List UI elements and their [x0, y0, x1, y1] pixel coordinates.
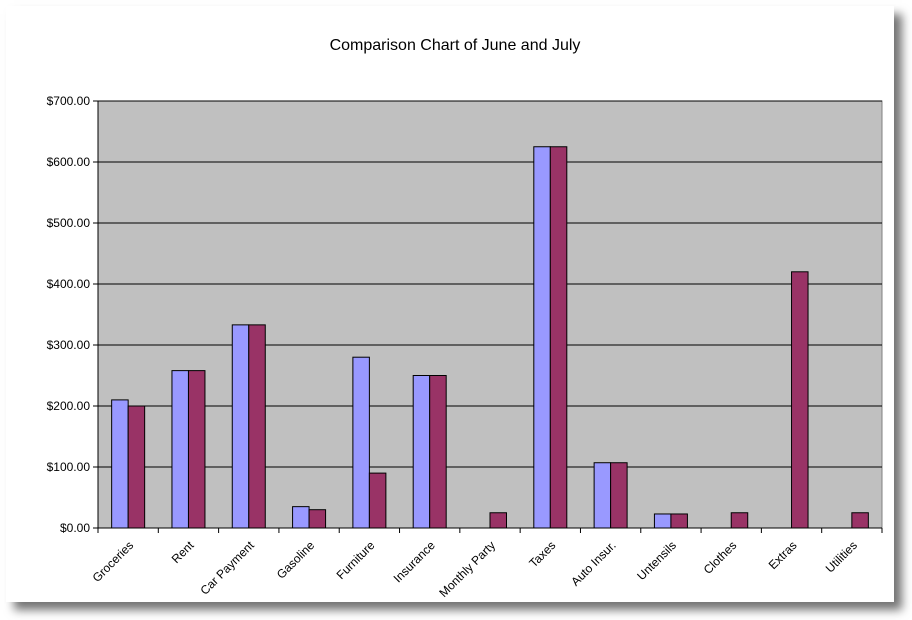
bar [127, 405, 146, 529]
bar [231, 324, 250, 529]
bar [791, 271, 809, 529]
x-tick-label: Clothes [701, 538, 740, 577]
bar [352, 356, 370, 529]
bar-chart: Comparison Chart of June and July $0.00 $… [47, 37, 883, 600]
bar [730, 512, 749, 529]
y-tick-label: $400.00 [47, 277, 91, 291]
x-tick-label: Furniture [334, 538, 378, 582]
x-tick-label: Insurance [391, 538, 438, 585]
x-tick-label: Rent [169, 538, 197, 566]
bar [533, 146, 551, 529]
bar [489, 512, 507, 529]
y-tick-label: $300.00 [47, 338, 91, 352]
bar [670, 513, 688, 529]
bar [412, 375, 431, 529]
x-tick-label: Untensils [634, 538, 679, 583]
y-tick-label: $0.00 [60, 521, 90, 535]
x-tick-label: Monthly Party [436, 538, 498, 600]
bar [429, 375, 447, 529]
x-tick-label: Auto Insur. [568, 538, 618, 588]
x-tick-label: Gasoline [274, 538, 318, 582]
x-tick-label: Groceries [90, 538, 137, 585]
x-tick-label: Taxes [526, 538, 558, 570]
y-tick-label: $700.00 [47, 94, 91, 108]
x-tick-label: Extras [766, 538, 800, 572]
bar [111, 399, 129, 529]
bar [851, 512, 869, 529]
chart-card: Comparison Chart of June and July $0.00 $… [6, 6, 894, 602]
plot-area [97, 100, 883, 529]
bar [593, 462, 612, 529]
y-tick-label: $500.00 [47, 216, 91, 230]
chart-title: Comparison Chart of June and July [330, 37, 581, 54]
bar [187, 370, 206, 529]
bar [549, 146, 568, 529]
bar [292, 506, 310, 529]
x-tick-label: Utilities [823, 538, 860, 575]
bar [248, 324, 266, 529]
bar [368, 472, 387, 529]
y-tick-label: $100.00 [47, 460, 91, 474]
y-tick-label: $200.00 [47, 399, 91, 413]
bar [171, 370, 189, 529]
bar [610, 462, 628, 529]
bar [308, 509, 327, 529]
x-tick-label: Car Payment [197, 538, 257, 598]
y-tick-label: $600.00 [47, 155, 91, 169]
bar [653, 513, 672, 529]
